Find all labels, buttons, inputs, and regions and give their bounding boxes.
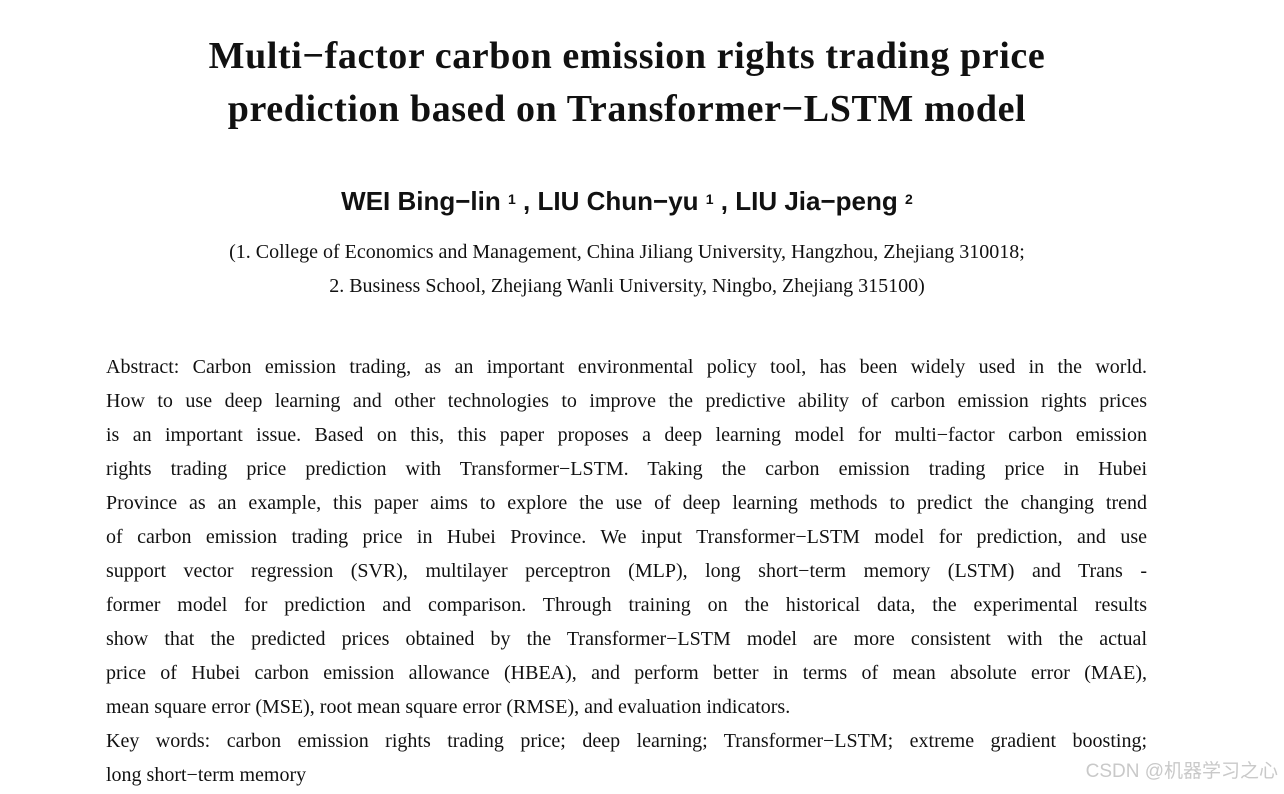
author-list: WEI Bing−lin 1 , LIU Chun−yu 1 , LIU Jia… bbox=[0, 184, 1254, 218]
abstract-line: of carbon emission trading price in Hube… bbox=[106, 526, 1147, 548]
author-name: , LIU Jia−peng bbox=[720, 186, 898, 216]
author-affiliation-mark: 1 bbox=[705, 191, 714, 207]
affiliation-line: 2. Business School, Zhejiang Wanli Unive… bbox=[329, 275, 925, 297]
keywords-line: long short−term memory bbox=[106, 764, 307, 786]
abstract-paragraph: Abstract: Carbon emission trading, as an… bbox=[106, 350, 1147, 724]
abstract-line: support vector regression (SVR), multila… bbox=[106, 560, 1147, 582]
paper-title-line-1: Multi−factor carbon emission rights trad… bbox=[208, 35, 1046, 77]
author-name: WEI Bing−lin bbox=[341, 186, 501, 216]
abstract-line: price of Hubei carbon emission allowance… bbox=[106, 662, 1147, 684]
keywords-paragraph: Key words: carbon emission rights tradin… bbox=[106, 724, 1147, 792]
paper-title: Multi−factor carbon emission rights trad… bbox=[0, 30, 1254, 136]
abstract-line: show that the predicted prices obtained … bbox=[106, 628, 1147, 650]
abstract-line: former model for prediction and comparis… bbox=[106, 594, 1147, 616]
watermark: CSDN @机器学习之心 bbox=[1085, 761, 1278, 782]
paper-title-line-2: prediction based on Transformer−LSTM mod… bbox=[227, 88, 1027, 130]
author-affiliation-mark: 1 bbox=[508, 191, 516, 207]
affiliations: (1. College of Economics and Management,… bbox=[0, 235, 1254, 303]
abstract-line: rights trading price prediction with Tra… bbox=[106, 458, 1147, 480]
abstract-line: Abstract: Carbon emission trading, as an… bbox=[106, 356, 1147, 378]
keywords-line: Key words: carbon emission rights tradin… bbox=[106, 730, 1147, 752]
abstract-line: mean square error (MSE), root mean squar… bbox=[106, 696, 791, 718]
abstract-line: How to use deep learning and other techn… bbox=[106, 390, 1147, 412]
author-name: , LIU Chun−yu bbox=[523, 186, 699, 216]
affiliation-line: (1. College of Economics and Management,… bbox=[229, 241, 1025, 263]
abstract-line: Province as an example, this paper aims … bbox=[106, 492, 1147, 514]
author-affiliation-mark: 2 bbox=[905, 191, 913, 207]
abstract-line: is an important issue. Based on this, th… bbox=[106, 424, 1147, 446]
